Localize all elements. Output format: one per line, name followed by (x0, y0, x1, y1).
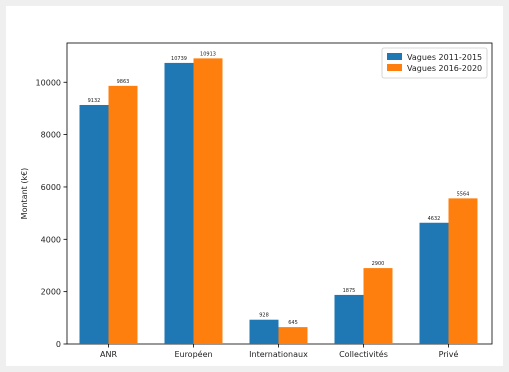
y-tick-label: 2000 (41, 288, 61, 297)
bar (164, 62, 194, 345)
legend-label: Vagues 2011-2015 (407, 53, 482, 62)
x-tick-label: ANR (100, 350, 117, 359)
legend-swatch (387, 64, 402, 71)
data-label: 10739 (171, 56, 187, 62)
legend-box (381, 47, 488, 79)
bar (363, 268, 393, 344)
y-tick-label: 4000 (41, 235, 61, 244)
y-axis-label: Montant (k€) (20, 168, 29, 220)
data-label: 9863 (117, 79, 130, 85)
bar (249, 319, 279, 344)
y-tick-label: 10000 (36, 78, 61, 87)
x-tick-label: Internationaux (249, 350, 308, 359)
y-tick-label: 8000 (41, 131, 61, 140)
bar-chart: 0 2000 4000 6000 8000 10000 Montant (k€) ANR Eur… (20, 42, 493, 359)
bar (448, 198, 478, 344)
bar (79, 104, 109, 344)
x-tick-label: Européen (174, 349, 212, 359)
data-label: 5564 (457, 191, 470, 197)
data-label: 1875 (343, 288, 356, 294)
chart-card: 0 2000 4000 6000 8000 10000 Montant (k€) ANR Eur… (6, 6, 503, 366)
data-label: 10913 (200, 51, 216, 57)
data-label: 4632 (428, 216, 441, 222)
y-tick-label: 6000 (41, 183, 61, 192)
x-tick-label: Privé (439, 349, 459, 359)
legend-swatch (387, 53, 402, 60)
data-label: 645 (288, 320, 298, 326)
bar (108, 85, 138, 345)
data-label: 9132 (88, 98, 101, 104)
bar (419, 222, 449, 344)
bar (193, 58, 223, 345)
x-tick-label: Collectivités (339, 349, 388, 359)
data-label: 928 (259, 313, 269, 319)
bar (278, 327, 308, 344)
data-label: 2900 (372, 261, 385, 267)
bar (334, 294, 364, 344)
y-tick-label: 0 (56, 340, 61, 349)
legend-label: Vagues 2016-2020 (407, 64, 482, 73)
